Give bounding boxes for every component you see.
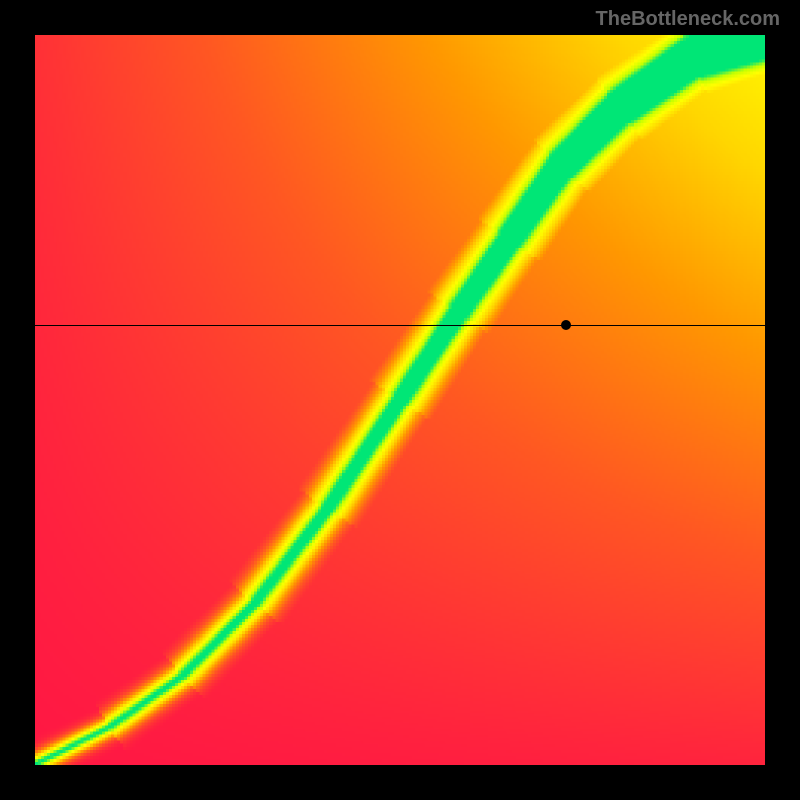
crosshair-horizontal bbox=[35, 325, 765, 326]
crosshair-marker bbox=[561, 320, 571, 330]
heatmap-plot bbox=[35, 35, 765, 765]
watermark-text: TheBottleneck.com bbox=[596, 8, 780, 31]
heatmap-canvas bbox=[35, 35, 765, 765]
